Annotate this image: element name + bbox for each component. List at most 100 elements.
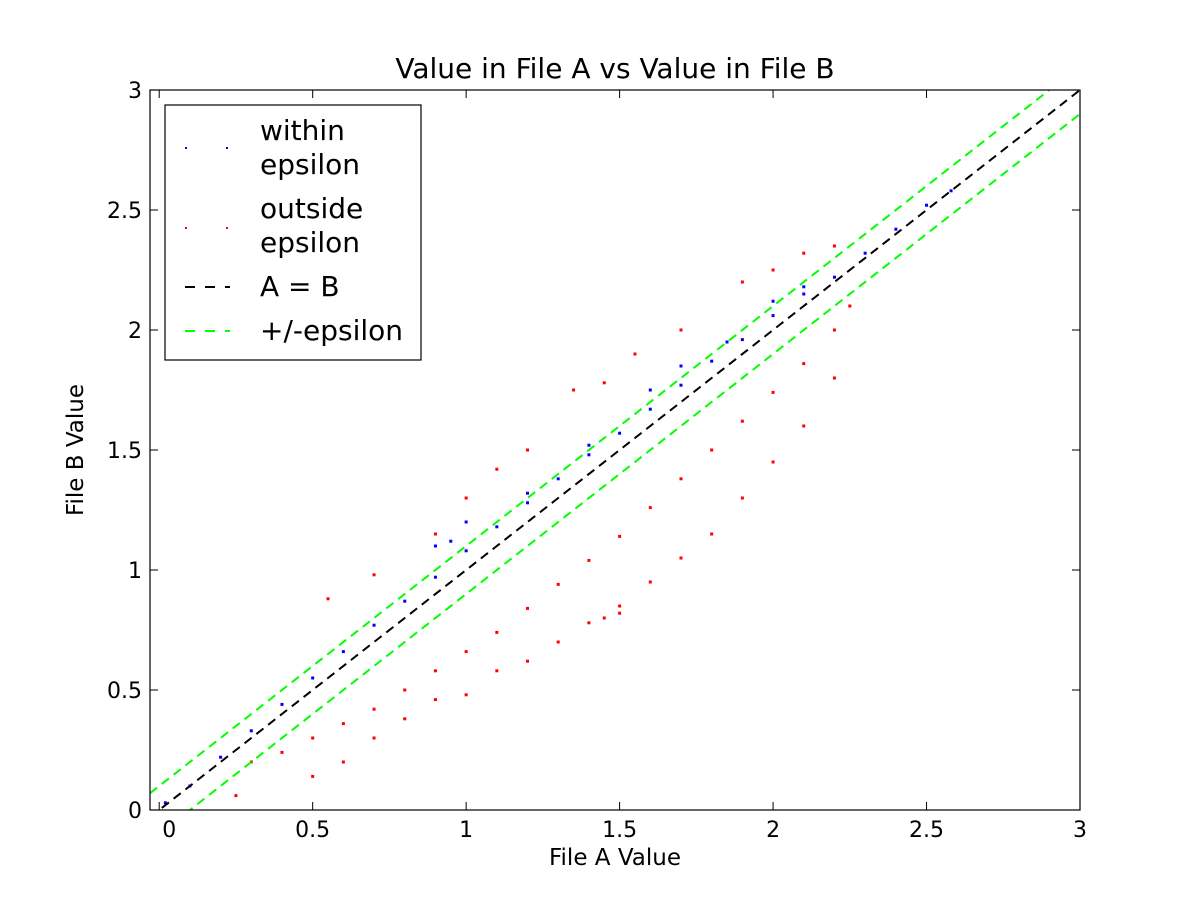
y-axis-label: File B Value bbox=[63, 384, 89, 516]
legend-label-0: within bbox=[260, 114, 345, 147]
point-within-epsilon-21 bbox=[802, 292, 806, 296]
point-within-epsilon-18 bbox=[710, 359, 714, 363]
point-outside-epsilon-16 bbox=[710, 448, 714, 452]
y-tick-label-0: 0 bbox=[128, 799, 142, 824]
point-outside-epsilon-32 bbox=[618, 604, 622, 608]
y-tick-label-5: 2.5 bbox=[107, 199, 142, 224]
point-within-epsilon-29 bbox=[433, 544, 437, 548]
point-within-epsilon-36 bbox=[802, 285, 806, 289]
point-outside-epsilon-47 bbox=[602, 381, 606, 385]
point-within-epsilon-32 bbox=[648, 388, 652, 392]
y-tick-label-2: 1 bbox=[128, 559, 142, 584]
point-outside-epsilon-40 bbox=[326, 597, 330, 601]
point-within-epsilon-15 bbox=[618, 431, 622, 435]
point-within-epsilon-16 bbox=[648, 407, 652, 411]
x-tick-label-6: 3 bbox=[1073, 818, 1087, 843]
x-tick-label-3: 1.5 bbox=[602, 818, 637, 843]
point-outside-epsilon-0 bbox=[234, 794, 238, 798]
point-outside-epsilon-36 bbox=[740, 496, 744, 500]
scatter-layer bbox=[163, 189, 953, 805]
point-outside-epsilon-51 bbox=[771, 268, 775, 272]
point-outside-epsilon-41 bbox=[372, 573, 376, 577]
point-outside-epsilon-39 bbox=[832, 376, 836, 380]
point-outside-epsilon-53 bbox=[832, 244, 836, 248]
point-outside-epsilon-5 bbox=[372, 707, 376, 711]
legend-label-3: +/-epsilon bbox=[260, 314, 403, 347]
point-outside-epsilon-22 bbox=[311, 774, 315, 778]
point-within-epsilon-10 bbox=[464, 549, 468, 553]
legend-marker-left-0 bbox=[185, 147, 187, 149]
x-tick-label-0: 0 bbox=[162, 818, 176, 843]
point-outside-epsilon-19 bbox=[802, 362, 806, 366]
point-within-epsilon-34 bbox=[725, 340, 729, 344]
point-outside-epsilon-9 bbox=[495, 630, 499, 634]
point-outside-epsilon-10 bbox=[526, 606, 530, 610]
point-outside-epsilon-25 bbox=[403, 717, 407, 721]
point-outside-epsilon-55 bbox=[618, 611, 622, 615]
point-within-epsilon-14 bbox=[587, 453, 591, 457]
point-outside-epsilon-13 bbox=[618, 534, 622, 538]
y-tick-label-3: 1.5 bbox=[107, 439, 142, 464]
point-outside-epsilon-23 bbox=[341, 760, 345, 764]
point-outside-epsilon-6 bbox=[403, 688, 407, 692]
point-within-epsilon-27 bbox=[449, 539, 453, 543]
point-within-epsilon-25 bbox=[925, 203, 929, 207]
x-tick-label-5: 2.5 bbox=[909, 818, 944, 843]
point-outside-epsilon-26 bbox=[433, 698, 437, 702]
point-outside-epsilon-37 bbox=[771, 460, 775, 464]
point-within-epsilon-8 bbox=[403, 599, 407, 603]
point-within-epsilon-24 bbox=[894, 227, 898, 231]
point-within-epsilon-5 bbox=[311, 676, 315, 680]
point-within-epsilon-26 bbox=[949, 189, 953, 193]
point-within-epsilon-28 bbox=[464, 520, 468, 524]
point-within-epsilon-19 bbox=[740, 338, 744, 342]
point-within-epsilon-17 bbox=[679, 383, 683, 387]
legend-label-1: outside bbox=[260, 192, 363, 225]
point-outside-epsilon-24 bbox=[372, 736, 376, 740]
legend-marker-right-0 bbox=[226, 147, 228, 149]
reference-line-1 bbox=[150, 90, 1051, 794]
point-within-epsilon-13 bbox=[556, 477, 560, 481]
point-outside-epsilon-35 bbox=[710, 532, 714, 536]
point-outside-epsilon-45 bbox=[526, 448, 530, 452]
point-outside-epsilon-48 bbox=[633, 352, 637, 356]
y-tick-label-1: 0.5 bbox=[107, 679, 142, 704]
point-within-epsilon-22 bbox=[832, 275, 836, 279]
point-within-epsilon-20 bbox=[771, 314, 775, 318]
point-outside-epsilon-42 bbox=[433, 532, 437, 536]
reference-lines-layer bbox=[150, 90, 1080, 810]
point-outside-epsilon-38 bbox=[802, 424, 806, 428]
x-axis-label: File A Value bbox=[549, 845, 681, 871]
legend-marker-right-1 bbox=[226, 227, 228, 229]
point-outside-epsilon-12 bbox=[587, 558, 591, 562]
legend-label-0-line2: epsilon bbox=[260, 148, 360, 181]
x-tick-label-2: 1 bbox=[459, 818, 473, 843]
reference-line-2 bbox=[188, 113, 1080, 810]
legend-label-2: A = B bbox=[260, 270, 340, 303]
x-tick-label-4: 2 bbox=[766, 818, 780, 843]
point-outside-epsilon-20 bbox=[832, 328, 836, 332]
point-within-epsilon-3 bbox=[249, 729, 253, 733]
legend-label-1-line2: epsilon bbox=[260, 226, 360, 259]
plot-area: 0 0.5 1 1.5 2 2.5 3 0 0.5 1 1.5 2 2.5 3 bbox=[107, 79, 1087, 843]
point-outside-epsilon-17 bbox=[740, 419, 744, 423]
point-outside-epsilon-43 bbox=[464, 496, 468, 500]
chart-title: Value in File A vs Value in File B bbox=[395, 52, 834, 85]
point-outside-epsilon-2 bbox=[280, 750, 284, 754]
point-within-epsilon-7 bbox=[372, 623, 376, 627]
point-within-epsilon-23 bbox=[863, 251, 867, 255]
point-outside-epsilon-31 bbox=[587, 621, 591, 625]
ticks-layer: 0 0.5 1 1.5 2 2.5 3 0 0.5 1 1.5 2 2.5 3 bbox=[107, 79, 1087, 843]
point-within-epsilon-12 bbox=[526, 501, 530, 505]
x-tick-label-1: 0.5 bbox=[295, 818, 330, 843]
point-outside-epsilon-46 bbox=[572, 388, 576, 392]
point-outside-epsilon-14 bbox=[648, 506, 652, 510]
legend-box bbox=[164, 104, 422, 361]
point-outside-epsilon-28 bbox=[495, 669, 499, 673]
point-within-epsilon-35 bbox=[771, 299, 775, 303]
point-outside-epsilon-11 bbox=[556, 582, 560, 586]
point-outside-epsilon-49 bbox=[679, 328, 683, 332]
point-within-epsilon-0 bbox=[163, 801, 167, 805]
point-outside-epsilon-21 bbox=[848, 304, 852, 308]
